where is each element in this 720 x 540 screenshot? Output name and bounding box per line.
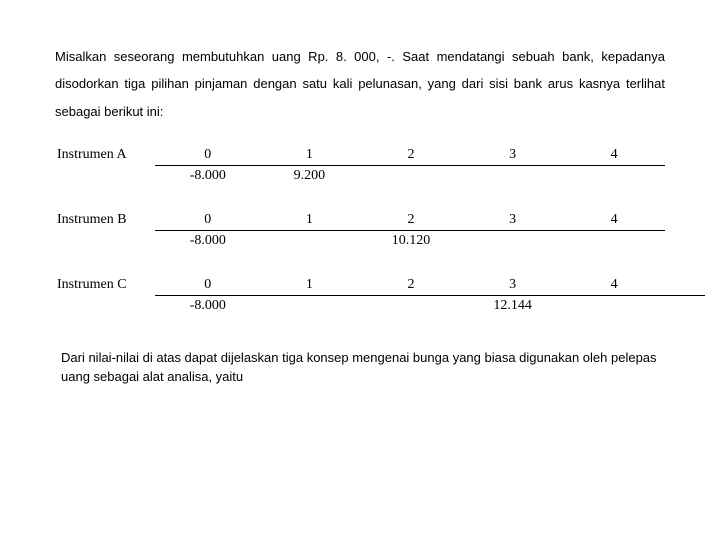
instrument-b-label: Instrumen B: [55, 212, 157, 228]
instrument-a-flow-row: -8.000 9.200: [55, 168, 665, 184]
period-cell: 0: [157, 212, 259, 228]
intro-paragraph: Misalkan seseorang membutuhkan uang Rp. …: [55, 43, 665, 125]
period-cell: 0: [157, 147, 259, 163]
instrument-c-flow-row: -8.000 12.144: [55, 298, 665, 314]
flow-cell: [259, 233, 361, 249]
period-cell: 1: [259, 147, 361, 163]
period-cell: 1: [259, 212, 361, 228]
period-cell: 4: [563, 277, 665, 293]
period-cell: 1: [259, 277, 361, 293]
closing-paragraph: Dari nilai-nilai di atas dapat dijelaska…: [55, 348, 665, 387]
instrument-a-periods: 0 1 2 3 4: [157, 147, 665, 163]
period-cell: 2: [360, 147, 462, 163]
flow-cell: -8.000: [157, 233, 259, 249]
instrument-b-rule: [155, 230, 665, 231]
instrument-a-header-row: Instrumen A 0 1 2 3 4: [55, 147, 665, 163]
instrument-a-flows: -8.000 9.200: [157, 168, 665, 184]
instrument-c-flows: -8.000 12.144: [157, 298, 665, 314]
page-content: Misalkan seseorang membutuhkan uang Rp. …: [0, 0, 720, 420]
flow-cell: [462, 233, 564, 249]
instrument-b-periods: 0 1 2 3 4: [157, 212, 665, 228]
instrument-b-block: Instrumen B 0 1 2 3 4 -8.000 10.120: [55, 212, 665, 249]
period-cell: 3: [462, 212, 564, 228]
flow-cell: -8.000: [157, 298, 259, 314]
instrument-c-periods: 0 1 2 3 4: [157, 277, 665, 293]
period-cell: 2: [360, 212, 462, 228]
instrument-c-rule: [155, 295, 705, 296]
instrument-b-flow-row: -8.000 10.120: [55, 233, 665, 249]
period-cell: 4: [563, 212, 665, 228]
flow-cell: [360, 298, 462, 314]
flow-cell: [563, 233, 665, 249]
instrument-a-rule: [155, 165, 665, 166]
flow-cell: [563, 168, 665, 184]
instrument-b-flows: -8.000 10.120: [157, 233, 665, 249]
instrument-c-header-row: Instrumen C 0 1 2 3 4: [55, 277, 665, 293]
flow-cell: 9.200: [259, 168, 361, 184]
period-cell: 2: [360, 277, 462, 293]
flow-cell: 10.120: [360, 233, 462, 249]
flow-cell: [360, 168, 462, 184]
instrument-c-label: Instrumen C: [55, 277, 157, 293]
flow-cell: [462, 168, 564, 184]
period-cell: 3: [462, 277, 564, 293]
period-cell: 4: [563, 147, 665, 163]
period-cell: 3: [462, 147, 564, 163]
instrument-b-header-row: Instrumen B 0 1 2 3 4: [55, 212, 665, 228]
instrument-a-label: Instrumen A: [55, 147, 157, 163]
flow-cell: [259, 298, 361, 314]
flow-cell: 12.144: [462, 298, 564, 314]
period-cell: 0: [157, 277, 259, 293]
flow-cell: [563, 298, 665, 314]
instrument-c-block: Instrumen C 0 1 2 3 4 -8.000 12.144: [55, 277, 665, 314]
flow-cell: -8.000: [157, 168, 259, 184]
instrument-a-block: Instrumen A 0 1 2 3 4 -8.000 9.200: [55, 147, 665, 184]
